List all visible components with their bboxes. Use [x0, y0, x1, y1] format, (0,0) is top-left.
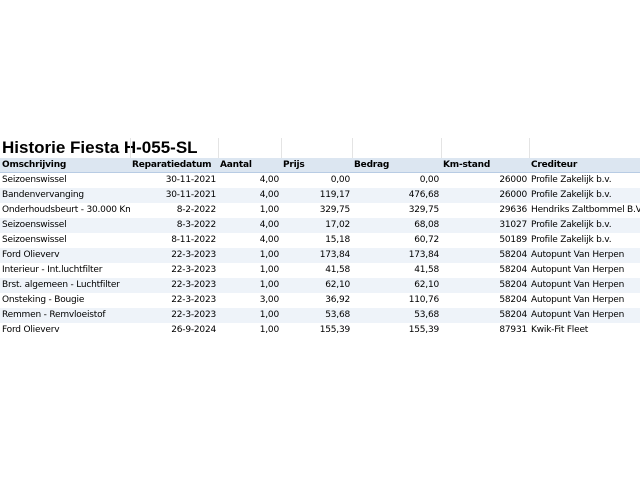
- table-cell: 0,00: [330, 175, 350, 185]
- table-cell: Seizoenswissel: [0, 218, 130, 233]
- table-cell: 58204: [441, 278, 529, 293]
- table-cell: 26000: [499, 175, 527, 185]
- table-cell: 41,58: [414, 265, 439, 275]
- table-cell: 53,68: [352, 308, 441, 323]
- table-cell: 30-11-2021: [130, 188, 218, 203]
- table-cell: 87931: [499, 325, 527, 335]
- table-cell: Hendriks Zaltbommel B.V.: [531, 205, 640, 215]
- table-cell: 22-3-2023: [130, 278, 218, 293]
- sheet-title: Historie Fiesta H-055-SL: [2, 138, 198, 157]
- table-cell: Autopunt Van Herpen: [531, 265, 625, 275]
- grid-line: [441, 138, 442, 158]
- table-cell: Profile Zakelijk b.v.: [529, 218, 640, 233]
- table-cell: Autopunt Van Herpen: [531, 295, 625, 305]
- table-cell: 22-3-2023: [171, 295, 216, 305]
- table-cell: Ford Olieverv: [2, 325, 60, 335]
- table-cell: 58204: [441, 248, 529, 263]
- table-cell: Brst. algemeen - Luchtfilter: [0, 278, 130, 293]
- table-cell: 15,18: [325, 235, 350, 245]
- table-cell: 58204: [499, 265, 527, 275]
- table-cell: 22-3-2023: [130, 308, 218, 323]
- table-cell: 30-11-2021: [165, 175, 217, 185]
- column-header: Prijs: [281, 158, 352, 173]
- table-cell: 50189: [499, 235, 527, 245]
- table-cell: 1,00: [218, 308, 281, 323]
- table-cell: 4,00: [218, 188, 281, 203]
- table-cell: Ford Olieverv: [0, 248, 130, 263]
- grid-line: [218, 138, 219, 158]
- table-cell: 8-2-2022: [176, 205, 216, 215]
- table-cell: Interieur - Int.luchtfilter: [2, 265, 103, 275]
- table-cell: 53,68: [281, 308, 352, 323]
- table-cell: 41,58: [325, 265, 350, 275]
- table-cell: 3,00: [259, 295, 279, 305]
- table-cell: 22-3-2023: [130, 248, 218, 263]
- table-cell: 4,00: [218, 218, 281, 233]
- column-header: Km-stand: [441, 158, 529, 173]
- table-cell: Profile Zakelijk b.v.: [529, 188, 640, 203]
- table-cell: 173,84: [281, 248, 352, 263]
- table-cell: Profile Zakelijk b.v.: [531, 175, 612, 185]
- table-cell: 1,00: [218, 278, 281, 293]
- table-cell: 8-11-2022: [171, 235, 216, 245]
- table-cell: Bandenvervanging: [0, 188, 130, 203]
- table-cell: Profile Zakelijk b.v.: [531, 235, 612, 245]
- column-header: Crediteur: [529, 158, 640, 173]
- table-cell: 1,00: [259, 205, 279, 215]
- table-cell: 173,84: [352, 248, 441, 263]
- table-cell: 68,08: [352, 218, 441, 233]
- table-cell: Remmen - Remvloeistof: [0, 308, 130, 323]
- grid-line: [130, 138, 131, 158]
- table-cell: 1,00: [218, 248, 281, 263]
- table-cell: 329,75: [408, 205, 439, 215]
- table-cell: 8-3-2022: [130, 218, 218, 233]
- table-cell: 110,76: [408, 295, 439, 305]
- grid-line: [281, 138, 282, 158]
- table-cell: Autopunt Van Herpen: [529, 248, 640, 263]
- table-cell: 155,39: [319, 325, 350, 335]
- column-header: Reparatiedatum: [130, 158, 218, 173]
- table-cell: 60,72: [414, 235, 439, 245]
- column-header: Omschrijving: [0, 158, 130, 173]
- table-cell: 62,10: [352, 278, 441, 293]
- table-cell: 58204: [499, 295, 527, 305]
- table-cell: 329,75: [319, 205, 350, 215]
- table-cell: 4,00: [259, 175, 279, 185]
- table-cell: 26-9-2024: [171, 325, 216, 335]
- table-cell: 119,17: [281, 188, 352, 203]
- grid-line: [352, 138, 353, 158]
- table-cell: 62,10: [281, 278, 352, 293]
- column-header: Aantal: [218, 158, 281, 173]
- table-cell: 31027: [441, 218, 529, 233]
- table-cell: 1,00: [259, 265, 279, 275]
- column-header: Bedrag: [352, 158, 441, 173]
- table-cell: 22-3-2023: [171, 265, 216, 275]
- table-cell: 17,02: [281, 218, 352, 233]
- table-cell: 476,68: [352, 188, 441, 203]
- table-cell: Autopunt Van Herpen: [529, 308, 640, 323]
- grid-line: [529, 138, 530, 158]
- table-cell: 0,00: [419, 175, 439, 185]
- table-cell: 26000: [441, 188, 529, 203]
- table-cell: 155,39: [408, 325, 439, 335]
- table-cell: Seizoenswissel: [2, 175, 67, 185]
- table-cell: 36,92: [325, 295, 350, 305]
- table-cell: Autopunt Van Herpen: [529, 278, 640, 293]
- table-cell: Seizoenswissel: [2, 235, 67, 245]
- table-cell: 1,00: [259, 325, 279, 335]
- table-cell: 58204: [441, 308, 529, 323]
- table-cell: Onderhoudsbeurt - 30.000 Km: [2, 205, 130, 215]
- table-cell: Kwik-Fit Fleet: [531, 325, 589, 335]
- table-cell: 4,00: [259, 235, 279, 245]
- table-cell: 29636: [499, 205, 527, 215]
- table-cell: Onsteking - Bougie: [2, 295, 85, 305]
